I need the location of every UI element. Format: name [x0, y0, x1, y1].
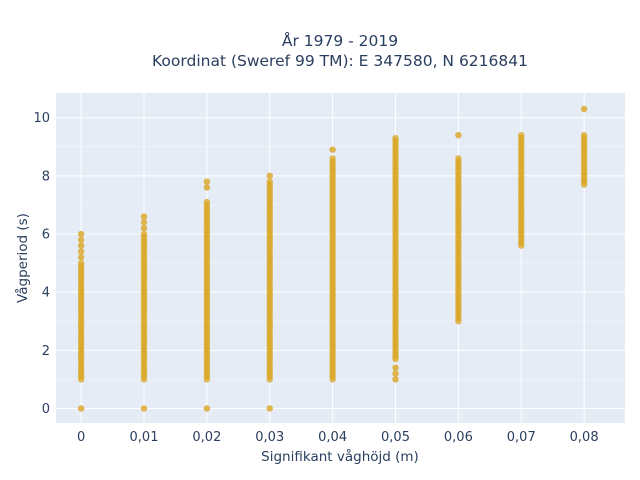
- data-point: [580, 105, 588, 113]
- data-column-0.07: [518, 131, 525, 249]
- x-tick-label: 0,07: [507, 430, 536, 445]
- data-column-0.01: [140, 213, 148, 412]
- data-point: [580, 131, 588, 139]
- data-point: [140, 224, 148, 232]
- x-tick-labels: 0 0,01 0,02 0,03 0,04 0,05 0,06 0,07 0,08: [77, 430, 599, 445]
- x-tick-label: 0,04: [318, 430, 347, 445]
- data-point: [140, 213, 148, 220]
- y-tick-label: 4: [42, 286, 50, 301]
- y-tick-label: 0: [42, 402, 50, 417]
- data-point: [203, 405, 211, 412]
- data-point: [203, 184, 211, 191]
- data-point: [77, 254, 85, 261]
- y-axis-title: Vågperiod (s): [14, 213, 31, 303]
- data-point: [77, 236, 85, 244]
- data-point: [77, 248, 85, 255]
- data-column-0.02: [203, 178, 211, 412]
- x-tick-label: 0,08: [570, 430, 599, 445]
- data-point: [203, 198, 211, 206]
- y-tick-label: 8: [42, 169, 50, 184]
- data-point: [140, 230, 148, 238]
- x-tick-label: 0,03: [255, 430, 284, 445]
- data-point: [392, 370, 399, 377]
- data-point: [392, 134, 399, 142]
- data-column-0.04: [329, 146, 336, 383]
- x-tick-label: 0,01: [130, 430, 159, 445]
- y-tick-label: 10: [33, 111, 50, 126]
- data-point: [329, 146, 336, 153]
- x-tick-label: 0: [77, 430, 85, 445]
- data-point: [329, 155, 336, 162]
- y-tick-label: 2: [42, 344, 50, 359]
- x-tick-label: 0,02: [192, 430, 221, 445]
- data-point: [203, 178, 211, 185]
- data-point: [392, 364, 399, 371]
- y-tick-label: 6: [42, 228, 50, 243]
- data-point: [266, 172, 273, 180]
- data-point: [455, 131, 462, 139]
- data-point: [140, 219, 148, 226]
- data-points: [77, 105, 588, 412]
- x-axis-title: Signifikant våghöjd (m): [261, 448, 419, 465]
- data-column-0.03: [266, 172, 273, 412]
- data-point: [77, 259, 85, 267]
- data-point: [140, 405, 148, 412]
- chart-title-line-1: År 1979 - 2019: [282, 31, 398, 50]
- data-point: [392, 376, 399, 383]
- data-point: [77, 242, 85, 249]
- x-tick-label: 0,05: [381, 430, 410, 445]
- data-column-0.08: [580, 105, 588, 188]
- data-point: [77, 405, 85, 412]
- data-column-0: [77, 230, 85, 412]
- data-column-0.06: [455, 131, 462, 325]
- data-point: [77, 230, 85, 238]
- chart-title-line-2: Koordinat (Sweref 99 TM): E 347580, N 62…: [152, 52, 528, 70]
- data-column-0.05: [392, 134, 399, 383]
- data-point: [266, 178, 273, 185]
- data-point: [266, 405, 273, 412]
- data-point: [518, 131, 525, 139]
- plot-area: [56, 93, 625, 423]
- x-tick-label: 0,06: [444, 430, 473, 445]
- data-point: [455, 155, 462, 162]
- y-tick-labels: 0 2 4 6 8 10: [33, 111, 50, 417]
